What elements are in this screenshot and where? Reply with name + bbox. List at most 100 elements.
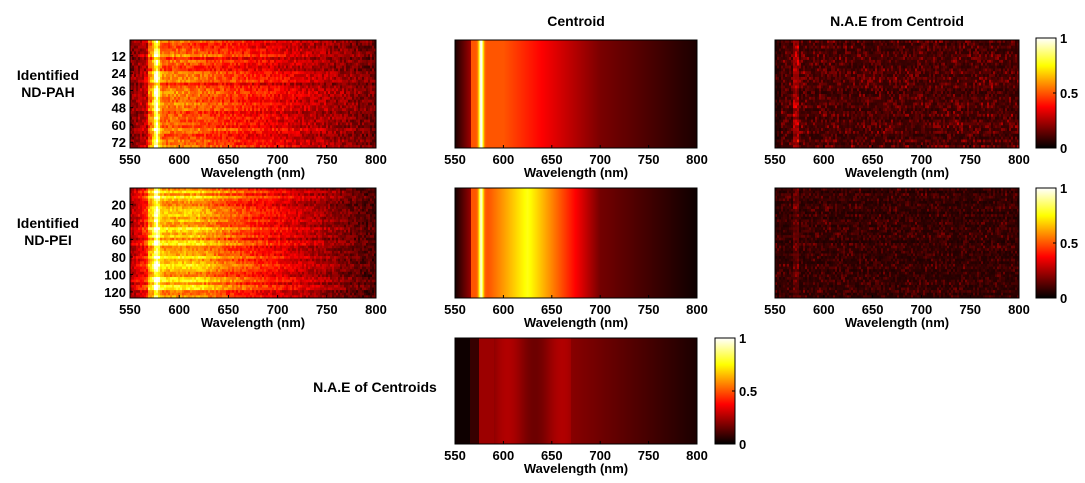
heatmap-cell: [254, 105, 257, 109]
heatmap-cell: [370, 51, 373, 55]
heatmap-cell: [196, 94, 199, 98]
heatmap-cell: [140, 111, 143, 115]
heatmap-cell: [142, 136, 145, 140]
heatmap-cell: [302, 136, 305, 140]
heatmap-cell: [292, 102, 295, 106]
heatmap-cell: [250, 96, 253, 101]
heatmap-cell: [302, 133, 305, 138]
heatmap-cell: [204, 59, 207, 64]
heatmap-cell: [272, 96, 275, 101]
heatmap-cell: [130, 91, 133, 95]
heatmap-cell: [192, 111, 195, 115]
heatmap-cell: [286, 119, 289, 123]
heatmap-cell: [316, 99, 319, 103]
heatmap-cell: [206, 79, 209, 84]
heatmap-cell: [316, 105, 319, 109]
heatmap-cell: [168, 91, 171, 95]
heatmap-cell: [146, 51, 149, 55]
heatmap-cell: [344, 62, 347, 66]
heatmap-cell: [326, 40, 329, 44]
heatmap-cell: [194, 65, 197, 69]
heatmap-cell: [330, 68, 333, 72]
heatmap-cell: [240, 99, 243, 103]
heatmap-cell: [304, 76, 307, 81]
heatmap-cell: [176, 108, 179, 112]
heatmap-cell: [284, 125, 287, 129]
heatmap-cell: [334, 91, 337, 95]
heatmap-cell: [218, 54, 221, 58]
heatmap-cell: [370, 116, 373, 120]
heatmap-cell: [370, 85, 373, 89]
heatmap-cell: [284, 79, 287, 84]
heatmap-cell: [374, 74, 377, 78]
heatmap-cell: [278, 99, 281, 103]
heatmap-cell: [252, 68, 255, 72]
heatmap-cell: [222, 71, 225, 75]
heatmap-cell: [368, 119, 371, 123]
heatmap-cell: [272, 88, 275, 92]
heatmap-cell: [142, 122, 145, 126]
heatmap-cell: [326, 133, 329, 138]
heatmap-cell: [180, 133, 183, 138]
heatmap-cell: [184, 136, 187, 140]
heatmap-cell: [194, 59, 197, 64]
heatmap-cell: [136, 91, 139, 95]
heatmap-cell: [164, 111, 167, 115]
heatmap-cell: [160, 99, 163, 103]
heatmap-cell: [268, 133, 271, 138]
heatmap-cell: [348, 76, 351, 81]
heatmap-cell: [138, 122, 141, 126]
heatmap-cell: [178, 68, 181, 72]
heatmap-cell: [182, 71, 185, 75]
heatmap-cell: [248, 128, 251, 132]
heatmap-cell: [256, 85, 259, 89]
heatmap-cell: [330, 51, 333, 55]
heatmap-cell: [286, 54, 289, 58]
heatmap-cell: [242, 57, 245, 61]
heatmap-cell: [238, 40, 241, 44]
heatmap-cell: [156, 74, 159, 78]
heatmap-cell: [194, 79, 197, 84]
heatmap-cell: [150, 71, 153, 75]
heatmap-cell: [216, 105, 219, 109]
heatmap-cell: [166, 119, 169, 123]
heatmap-cell: [134, 65, 137, 69]
heatmap-cell: [272, 105, 275, 109]
heatmap-cell: [306, 57, 309, 61]
heatmap-cell: [324, 54, 327, 58]
heatmap-cell: [198, 102, 201, 106]
heatmap-cell: [214, 116, 217, 120]
heatmap-cell: [222, 125, 225, 129]
heatmap-cell: [340, 82, 343, 86]
heatmap-cell: [236, 128, 239, 132]
heatmap-cell: [206, 40, 209, 44]
heatmap-cell: [252, 51, 255, 55]
heatmap-cell: [300, 133, 303, 138]
heatmap-cell: [348, 108, 351, 112]
heatmap-cell: [190, 79, 193, 84]
heatmap-cell: [198, 65, 201, 69]
heatmap-cell: [188, 130, 191, 135]
heatmap-cell: [188, 116, 191, 120]
heatmap-cell: [340, 57, 343, 61]
heatmap-cell: [300, 102, 303, 106]
heatmap-cell: [226, 88, 229, 92]
heatmap-cell: [168, 82, 171, 86]
heatmap-cell: [140, 133, 143, 138]
heatmap-cell: [290, 45, 293, 49]
heatmap-cell: [338, 119, 341, 123]
heatmap-cell: [178, 76, 181, 81]
heatmap-cell: [170, 42, 173, 47]
heatmap-cell: [154, 79, 157, 84]
heatmap-cell: [222, 54, 225, 58]
heatmap-cell: [374, 108, 377, 112]
heatmap-cell: [260, 42, 263, 47]
heatmap-cell: [314, 57, 317, 61]
heatmap-cell: [368, 45, 371, 49]
heatmap-cell: [174, 94, 177, 98]
heatmap-cell: [300, 111, 303, 115]
heatmap-cell: [332, 48, 335, 52]
heatmap-cell: [294, 130, 297, 135]
heatmap-cell: [188, 111, 191, 115]
heatmap-cell: [228, 51, 231, 55]
